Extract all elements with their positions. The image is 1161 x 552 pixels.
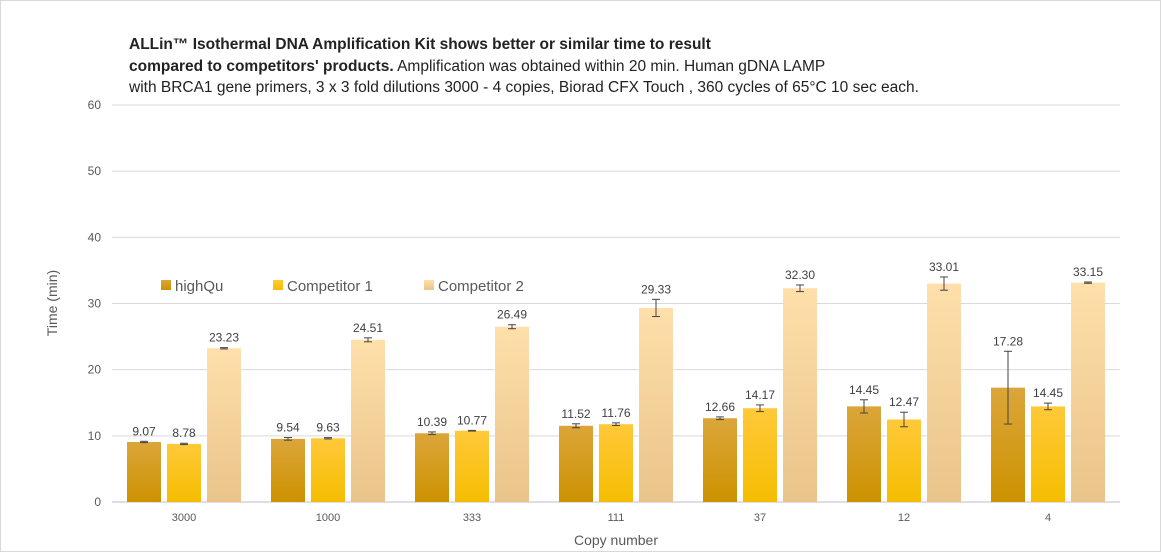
title-line-1: ALLin™ Isothermal DNA Amplification Kit … — [129, 36, 711, 53]
data-label: 9.54 — [276, 421, 300, 435]
bar-competitor-1 — [1031, 406, 1065, 502]
data-label: 14.45 — [849, 383, 879, 397]
x-tick-label: 12 — [898, 512, 910, 524]
data-label: 11.52 — [561, 407, 590, 421]
title-line-2-rest: Amplification was obtained within 20 min… — [393, 57, 826, 75]
x-tick-label: 333 — [463, 512, 481, 524]
bar-highqu — [415, 433, 449, 502]
legend-label: highQu — [175, 278, 223, 295]
data-label: 33.01 — [929, 260, 959, 274]
data-label: 14.45 — [1033, 386, 1063, 400]
legend-label: Competitor 1 — [287, 278, 373, 295]
x-tick-label: 1000 — [316, 512, 340, 524]
title-line-3: with BRCA1 gene primers, 3 x 3 fold dilu… — [129, 79, 919, 96]
data-label: 8.78 — [172, 426, 196, 440]
x-tick-label: 111 — [608, 512, 625, 524]
x-axis-label: Copy number — [574, 532, 658, 548]
data-label: 9.07 — [132, 424, 156, 438]
bar-competitor-1 — [167, 443, 201, 502]
bar-competitor-2 — [351, 339, 385, 502]
legend-swatch — [424, 280, 434, 290]
legend-label: Competitor 2 — [438, 278, 524, 295]
bar-competitor-1 — [599, 424, 633, 502]
data-label: 23.23 — [209, 331, 239, 345]
bar-competitor-2 — [495, 326, 529, 502]
data-label: 29.33 — [641, 282, 671, 296]
bar-competitor-1 — [455, 430, 489, 502]
data-label: 17.28 — [993, 334, 1023, 348]
data-label: 24.51 — [353, 321, 383, 335]
y-tick-label: 60 — [88, 98, 102, 112]
y-axis-label: Time (min) — [44, 270, 60, 336]
bar-highqu — [559, 425, 593, 502]
bar-highqu — [271, 438, 305, 502]
bar-competitor-2 — [1071, 282, 1105, 502]
y-tick-label: 0 — [94, 495, 101, 509]
bar-competitor-2 — [207, 348, 241, 502]
legend-swatch — [273, 280, 283, 290]
chart-title: ALLin™ Isothermal DNA Amplification Kit … — [129, 34, 919, 99]
y-tick-label: 50 — [88, 164, 102, 178]
title-line-2-bold: compared to competitors' products. — [129, 57, 394, 75]
data-label: 9.63 — [316, 421, 340, 435]
bar-competitor-1 — [311, 438, 345, 502]
bar-competitor-2 — [639, 307, 673, 502]
data-label: 26.49 — [497, 308, 527, 322]
x-tick-label: 3000 — [172, 512, 196, 524]
y-tick-label: 30 — [88, 297, 102, 311]
bar-competitor-2 — [927, 283, 961, 502]
legend: highQu Competitor 1 Competitor 2 — [161, 278, 524, 295]
data-label: 11.76 — [601, 406, 630, 420]
legend-swatch — [161, 280, 171, 290]
y-tick-label: 40 — [88, 230, 102, 244]
bar-highqu — [847, 406, 881, 502]
data-label: 32.30 — [785, 268, 815, 282]
data-label: 12.66 — [705, 400, 735, 414]
data-label: 33.15 — [1073, 265, 1103, 279]
y-tick-label: 20 — [88, 363, 102, 377]
bar-competitor-2 — [783, 288, 817, 502]
data-label: 10.39 — [417, 415, 447, 429]
x-tick-label: 37 — [754, 512, 766, 524]
y-tick-label: 10 — [88, 429, 102, 443]
bar-highqu — [703, 418, 737, 502]
bar-highqu — [127, 441, 161, 502]
data-label: 14.17 — [745, 388, 775, 402]
data-label: 10.77 — [457, 413, 487, 427]
data-label: 12.47 — [889, 395, 919, 409]
x-tick-label: 4 — [1045, 512, 1051, 524]
bar-competitor-1 — [887, 419, 921, 502]
bar-competitor-1 — [743, 408, 777, 502]
